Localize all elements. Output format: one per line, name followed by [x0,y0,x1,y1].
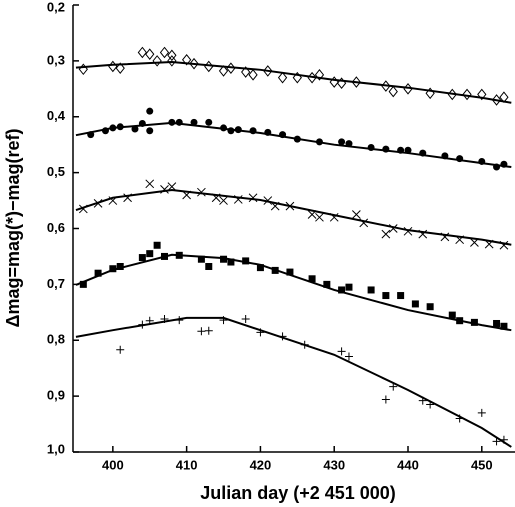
square-point [382,292,390,300]
cross-point [197,187,206,197]
cross-point [351,210,361,219]
circle-point [146,127,154,135]
square-point [323,280,331,288]
square-point [227,258,235,266]
y-tick-label: 0,2 [47,0,65,14]
diamond-point [78,63,88,76]
plus-point [344,352,353,361]
square-point [79,280,87,288]
square-point [146,250,154,258]
square-point [109,265,117,273]
square-point [411,300,419,308]
y-tick-label: 0,6 [47,220,65,235]
diamond-point [351,76,361,88]
x-tick-label: 410 [176,457,198,472]
x-tick-label: 450 [471,457,493,472]
circle-point [131,125,139,133]
diamond-point [241,66,251,78]
square-point [397,292,405,300]
y-tick-label: 0,3 [47,52,65,67]
plus-point [381,395,390,404]
diamond-point [263,65,273,77]
diamond-point [115,62,125,74]
cross-point [381,229,391,239]
square-point [500,322,508,330]
plus-point [197,327,206,336]
y-axis-title: Δmag=mag(*)−mag(ref) [3,129,23,328]
diamond-point [167,49,177,62]
fit-line [75,60,512,104]
square-point [94,269,102,277]
fit-line [75,188,512,246]
fit-line [75,253,512,332]
x-tick-label: 420 [250,457,272,472]
square-point [116,262,124,270]
diamond-point [181,53,192,66]
y-tick-label: 0,7 [47,276,65,291]
square-point [205,262,213,270]
circle-point [338,138,346,146]
cross-point [248,193,258,203]
plus-point [241,315,250,324]
square-point [138,254,146,262]
square-point [197,255,205,263]
plus-point [337,347,346,356]
cross-point [219,196,228,205]
plus-point [492,437,501,446]
square-point [448,311,456,319]
y-tick-label: 0,9 [47,388,65,403]
x-tick-label: 430 [323,457,345,472]
y-tick-label: 0,5 [47,164,65,179]
square-point [367,286,375,294]
plus-point [477,408,486,417]
diamond-point [159,46,170,59]
diamond-point [145,48,155,60]
diamond-point [388,85,398,98]
y-tick-label: 0,4 [47,108,66,123]
plus-point [204,326,213,335]
diamond-point [314,69,325,81]
diamond-point [462,88,472,101]
circle-point [190,118,198,126]
square-point [256,264,264,272]
diamond-point [277,71,288,84]
diamond-point [108,60,118,73]
diamond-point [248,69,258,81]
diamond-point [152,55,162,67]
square-point [242,257,250,265]
square-point [220,255,228,263]
circle-point [205,118,213,126]
plus-point [116,345,125,354]
square-point [493,319,501,327]
square-point [308,275,316,283]
cross-point [145,179,155,189]
y-tick-label: 0,8 [47,332,65,347]
fit-line [75,316,512,448]
square-point [286,268,294,276]
square-point [345,283,353,291]
diamond-point [167,55,177,67]
diamond-point [218,65,229,77]
circle-point [146,107,154,115]
diamond-point [137,46,148,59]
diamond-point [491,94,502,106]
square-point [338,286,346,294]
cross-point [315,212,324,222]
square-point [153,241,161,249]
x-tick-label: 400 [102,457,124,472]
y-tick-label: 1,0 [47,441,65,456]
x-axis-title: Julian day (+2 451 000) [200,483,396,503]
diamond-point [477,88,487,101]
fit-line [75,121,512,169]
diamond-point [189,57,199,70]
x-tick-label: 440 [397,457,419,472]
square-point [470,318,478,326]
square-point [426,303,434,311]
